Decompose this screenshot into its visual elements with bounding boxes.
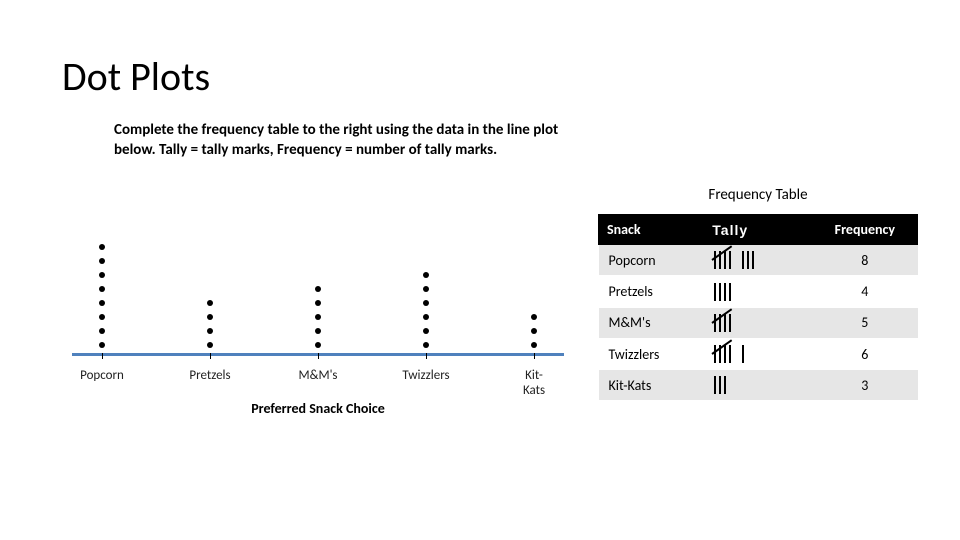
cell-frequency: 5 bbox=[812, 307, 917, 338]
dotplot-dot bbox=[315, 300, 321, 306]
cell-snack: Kit-Kats bbox=[599, 370, 704, 401]
dotplot-category-label: Twizzlers bbox=[402, 368, 449, 383]
table-row: M&M's 5 bbox=[599, 307, 918, 338]
instructions-text: Complete the frequency table to the righ… bbox=[114, 120, 574, 161]
th-tally: Tally bbox=[704, 215, 812, 245]
tally-group bbox=[714, 314, 734, 332]
cell-frequency: 4 bbox=[812, 276, 917, 307]
frequency-table: Snack Tally Frequency Popcorn8Pretzels4M… bbox=[598, 214, 918, 401]
frequency-table-caption: Frequency Table bbox=[598, 186, 918, 204]
cell-snack: M&M's bbox=[599, 307, 704, 338]
cell-tally bbox=[704, 370, 812, 401]
dotplot-dot bbox=[207, 342, 213, 348]
dotplot-tick bbox=[210, 353, 211, 359]
tally-group bbox=[742, 345, 747, 363]
cell-frequency: 8 bbox=[812, 245, 917, 276]
cell-tally bbox=[704, 338, 812, 369]
dotplot-dot bbox=[423, 328, 429, 334]
cell-tally bbox=[704, 307, 812, 338]
cell-tally bbox=[704, 276, 812, 307]
dotplot-dot bbox=[99, 286, 105, 292]
th-frequency: Frequency bbox=[812, 215, 917, 245]
dotplot-dot bbox=[315, 314, 321, 320]
table-row: Twizzlers 6 bbox=[599, 338, 918, 369]
dotplot-dot bbox=[315, 328, 321, 334]
dotplot-dot bbox=[207, 328, 213, 334]
table-row: Kit-Kats 3 bbox=[599, 370, 918, 401]
dot-plot: Preferred Snack Choice Popcorn Pretzels M&… bbox=[72, 218, 564, 418]
dotplot-dot bbox=[423, 300, 429, 306]
tally-group bbox=[714, 376, 729, 394]
dotplot-dot bbox=[315, 342, 321, 348]
tally-group bbox=[714, 283, 734, 301]
slide: Dot Plots Complete the frequency table t… bbox=[0, 0, 960, 540]
dotplot-dot bbox=[99, 258, 105, 264]
cell-frequency: 6 bbox=[812, 338, 917, 369]
dotplot-dot bbox=[531, 314, 537, 320]
dotplot-dot bbox=[315, 286, 321, 292]
dotplot-tick bbox=[318, 353, 319, 359]
cell-snack: Popcorn bbox=[599, 245, 704, 276]
cell-tally bbox=[704, 245, 812, 276]
dotplot-category-label: Kit-Kats bbox=[519, 368, 549, 398]
dotplot-dot bbox=[99, 244, 105, 250]
dotplot-dot bbox=[99, 314, 105, 320]
dotplot-dot bbox=[423, 286, 429, 292]
dotplot-dot bbox=[423, 272, 429, 278]
dotplot-category-label: Pretzels bbox=[189, 368, 230, 383]
dotplot-dot bbox=[531, 328, 537, 334]
dotplot-category-label: Popcorn bbox=[80, 368, 124, 383]
tally-group bbox=[714, 345, 734, 363]
dotplot-category-label: M&M's bbox=[298, 368, 337, 383]
dotplot-dot bbox=[207, 314, 213, 320]
dotplot-dot bbox=[99, 272, 105, 278]
table-row: Pretzels 4 bbox=[599, 276, 918, 307]
page-title: Dot Plots bbox=[62, 52, 210, 101]
dotplot-dot bbox=[207, 300, 213, 306]
dotplot-x-title: Preferred Snack Choice bbox=[72, 400, 564, 417]
dotplot-dot bbox=[423, 342, 429, 348]
frequency-table-body: Popcorn8Pretzels4M&M's5Twizzlers6Kit-Kat… bbox=[599, 245, 918, 401]
frequency-table-wrap: Frequency Table Snack Tally Frequency Po… bbox=[598, 214, 918, 401]
th-snack: Snack bbox=[599, 215, 704, 245]
cell-snack: Twizzlers bbox=[599, 338, 704, 369]
dotplot-dot bbox=[99, 328, 105, 334]
dotplot-tick bbox=[426, 353, 427, 359]
tally-group bbox=[714, 251, 734, 269]
table-header-row: Snack Tally Frequency bbox=[599, 215, 918, 245]
dotplot-tick bbox=[534, 353, 535, 359]
cell-snack: Pretzels bbox=[599, 276, 704, 307]
dotplot-dot bbox=[423, 314, 429, 320]
dotplot-dot bbox=[531, 342, 537, 348]
table-row: Popcorn 8 bbox=[599, 245, 918, 276]
dotplot-tick bbox=[102, 353, 103, 359]
cell-frequency: 3 bbox=[812, 370, 917, 401]
dotplot-dot bbox=[99, 300, 105, 306]
tally-group bbox=[742, 251, 757, 269]
dotplot-dot bbox=[99, 342, 105, 348]
